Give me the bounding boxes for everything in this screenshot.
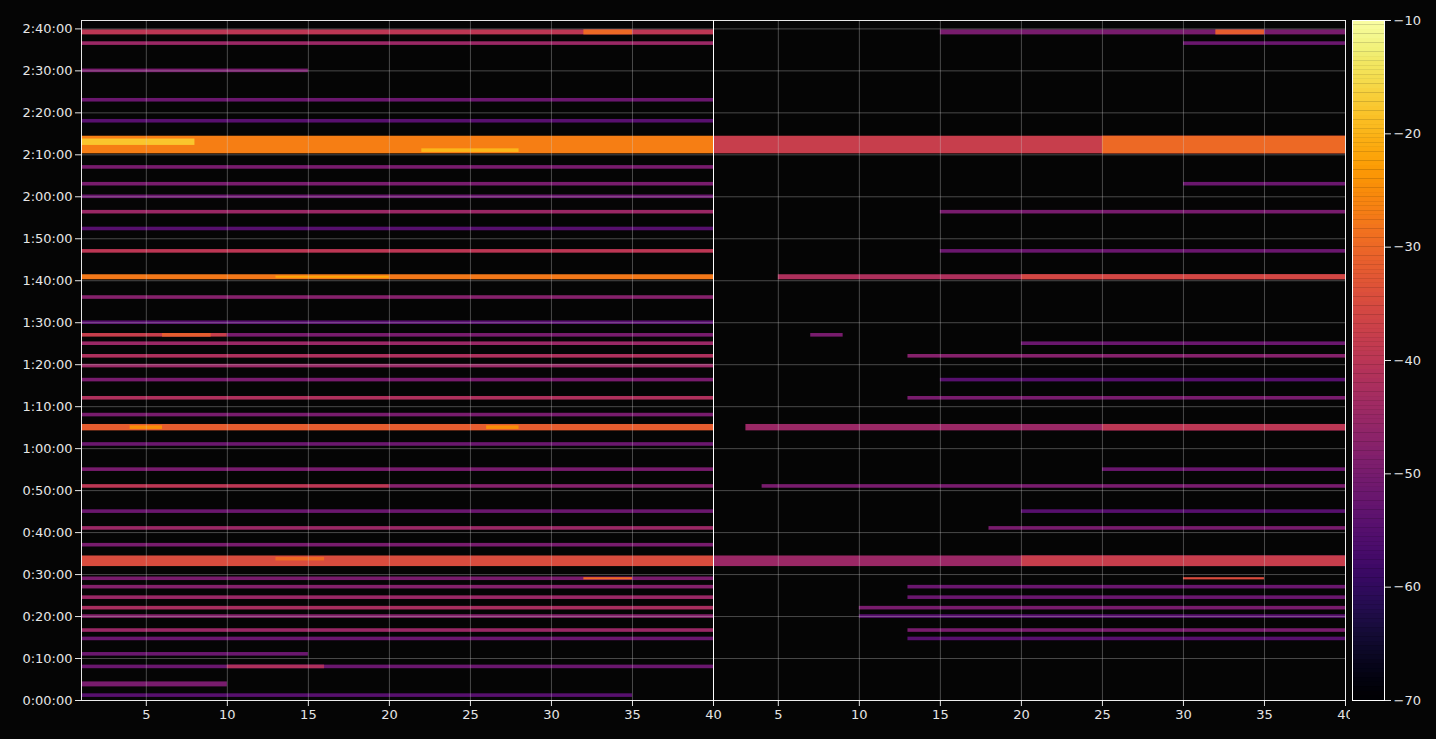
svg-text:2:20:00: 2:20:00 xyxy=(22,105,72,120)
svg-text:40: 40 xyxy=(705,707,722,722)
svg-text:0:20:00: 0:20:00 xyxy=(22,609,72,624)
svg-text:1:20:00: 1:20:00 xyxy=(22,357,72,372)
svg-text:−40: −40 xyxy=(1394,353,1421,368)
svg-text:0:50:00: 0:50:00 xyxy=(22,483,72,498)
svg-text:25: 25 xyxy=(462,707,479,722)
svg-text:15: 15 xyxy=(300,707,317,722)
svg-text:5: 5 xyxy=(142,707,150,722)
svg-text:1:50:00: 1:50:00 xyxy=(22,231,72,246)
svg-text:10: 10 xyxy=(219,707,236,722)
svg-text:2:10:00: 2:10:00 xyxy=(22,147,72,162)
svg-text:10: 10 xyxy=(851,707,868,722)
svg-text:−30: −30 xyxy=(1394,239,1421,254)
svg-text:40: 40 xyxy=(1337,706,1354,722)
svg-text:−70: −70 xyxy=(1394,693,1421,708)
svg-text:−10: −10 xyxy=(1394,13,1421,28)
svg-text:2:40:00: 2:40:00 xyxy=(22,21,72,36)
svg-text:0:30:00: 0:30:00 xyxy=(22,567,72,582)
svg-text:1:00:00: 1:00:00 xyxy=(22,441,72,456)
svg-text:5: 5 xyxy=(774,707,782,722)
svg-text:2:00:00: 2:00:00 xyxy=(22,189,72,204)
svg-text:1:10:00: 1:10:00 xyxy=(22,399,72,414)
svg-text:30: 30 xyxy=(1175,707,1192,722)
svg-text:15: 15 xyxy=(932,707,949,722)
svg-text:1:40:00: 1:40:00 xyxy=(22,273,72,288)
svg-text:20: 20 xyxy=(1013,707,1030,722)
svg-text:30: 30 xyxy=(543,707,560,722)
svg-text:0:00:00: 0:00:00 xyxy=(22,693,72,708)
svg-text:2:30:00: 2:30:00 xyxy=(22,63,72,78)
svg-text:25: 25 xyxy=(1094,707,1111,722)
svg-text:−50: −50 xyxy=(1394,466,1421,481)
svg-text:0:40:00: 0:40:00 xyxy=(22,525,72,540)
svg-text:20: 20 xyxy=(381,707,398,722)
svg-text:−60: −60 xyxy=(1394,579,1421,594)
svg-text:35: 35 xyxy=(1256,707,1273,722)
svg-text:−20: −20 xyxy=(1394,126,1421,141)
svg-text:1:30:00: 1:30:00 xyxy=(22,315,72,330)
svg-text:0:10:00: 0:10:00 xyxy=(22,651,72,666)
svg-text:35: 35 xyxy=(624,707,641,722)
